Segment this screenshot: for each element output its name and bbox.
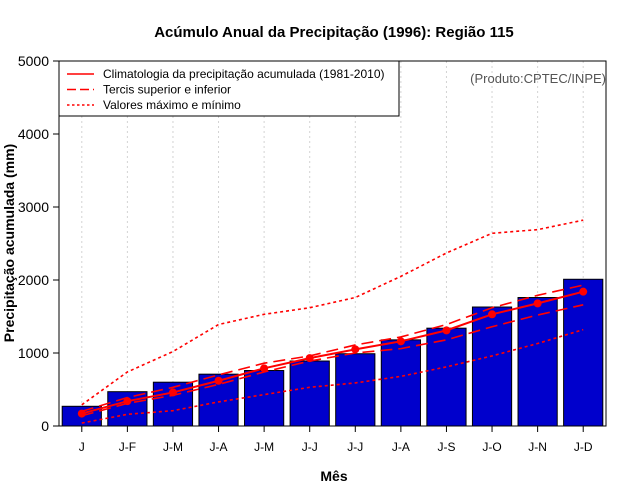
climatology-point: [488, 310, 497, 319]
climatology-point: [579, 287, 588, 296]
bar: [471, 306, 513, 427]
legend-label: Climatologia da precipitação acumulada (…: [103, 67, 385, 81]
x-axis-label: Mês: [320, 468, 347, 484]
x-tick-label: J-A: [210, 440, 228, 454]
y-axis-label: Precipitação acumulada (mm): [1, 144, 17, 342]
tercile-line: [81, 304, 584, 417]
x-tick-label: J-M: [163, 440, 183, 454]
climatology-point: [351, 345, 360, 354]
x-tick-label: J: [79, 440, 85, 454]
axes: 0 1000 2000 3000 4000 5000 J J-F J-M J-A J-M J-J J-J…: [18, 53, 607, 454]
x-tick-label: J-J: [302, 440, 318, 454]
x-tick-label: J-M: [254, 440, 274, 454]
y-tick-label: 1000: [18, 345, 49, 361]
x-tick-label: J-F: [119, 440, 136, 454]
bar: [244, 370, 285, 427]
x-tick-label: J-A: [392, 440, 410, 454]
legend-label: Valores máximo e mínimo: [103, 98, 241, 112]
legend: Climatologia da precipitação acumulada (…: [67, 67, 385, 112]
climatology-line: [81, 290, 584, 415]
x-tick-label: J-D: [574, 440, 593, 454]
climatology-point: [442, 326, 451, 335]
legend-box: [58, 60, 400, 117]
bar-series: [61, 278, 604, 427]
climatology-point: [396, 337, 405, 346]
extreme-line: [81, 328, 584, 424]
bar: [335, 353, 376, 427]
y-tick-label: 4000: [18, 126, 49, 142]
y-tick-label: 2000: [18, 272, 49, 288]
bar: [563, 278, 604, 427]
credit-text: (Produto:CPTEC/INPE): [470, 71, 606, 86]
bar: [289, 360, 330, 427]
tercile-line: [81, 284, 584, 413]
x-tick-label: J-O: [482, 440, 501, 454]
y-tick-label: 5000: [18, 53, 49, 69]
climatology-point: [260, 364, 269, 373]
bar: [426, 327, 467, 427]
extreme-line: [81, 219, 584, 406]
chart-title: Acúmulo Anual da Precipitação (1996): Re…: [154, 24, 514, 41]
x-tick-label: J-S: [437, 440, 455, 454]
legend-label: Tercis superior e inferior: [103, 83, 231, 97]
bar: [380, 339, 421, 427]
line-series: [77, 219, 588, 424]
y-tick-label: 0: [41, 418, 49, 434]
climatology-point: [533, 299, 542, 308]
x-tick-label: J-N: [528, 440, 547, 454]
y-tick-label: 3000: [18, 199, 49, 215]
climatology-point: [214, 376, 223, 385]
gridlines: [81, 61, 584, 426]
bar: [517, 297, 558, 427]
x-tick-label: J-J: [347, 440, 363, 454]
